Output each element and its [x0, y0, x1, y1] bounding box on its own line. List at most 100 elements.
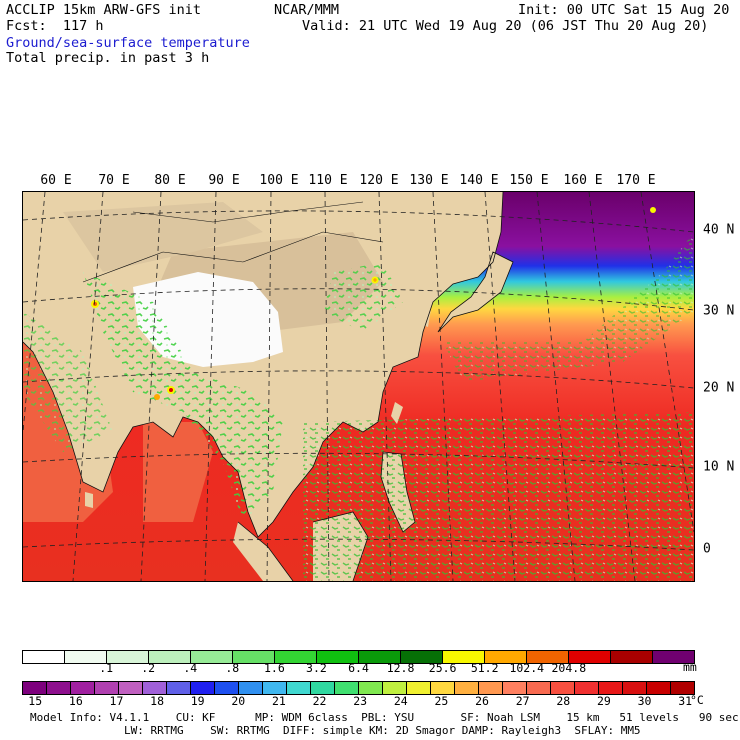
- lat-label: 10 N: [703, 459, 735, 475]
- colorbar-swatch: [671, 682, 694, 694]
- model-info-line2: LW: RRTMG SW: RRTMG DIFF: simple KM: 2D …: [124, 724, 641, 737]
- colorbar-label: 28: [556, 694, 571, 708]
- colorbar-label: .1: [99, 661, 114, 675]
- colorbar-swatch: [275, 651, 317, 663]
- colorbar-label: 51.2: [470, 661, 499, 675]
- colorbar-label: 26: [475, 694, 489, 708]
- lon-label: 60 E: [40, 173, 72, 188]
- colorbar-swatch: [263, 682, 287, 694]
- graticule: [23, 192, 694, 581]
- colorbar-label: 23: [353, 694, 368, 708]
- colorbar-swatch: [653, 651, 694, 663]
- forecast-map: [22, 191, 695, 582]
- colorbar-swatch: [65, 651, 107, 663]
- colorbar-swatch: [317, 651, 359, 663]
- colorbar-swatch: [443, 651, 485, 663]
- colorbar-label: 29: [596, 694, 611, 708]
- precip-band: [443, 232, 694, 382]
- colorbar-swatch: [575, 682, 599, 694]
- taiwan: [391, 402, 403, 424]
- colorbar-swatch: [191, 682, 215, 694]
- lon-label: 150 E: [509, 173, 549, 188]
- colorbar-swatch: [383, 682, 407, 694]
- colorbar-swatch: [527, 682, 551, 694]
- colorbar-swatch: [551, 682, 575, 694]
- colorbar-label: 31: [678, 694, 693, 708]
- lon-label: 110 E: [308, 173, 348, 188]
- lon-label: 80 E: [154, 173, 186, 188]
- colorbar-swatch: [107, 651, 149, 663]
- colorbar-swatch: [95, 682, 119, 694]
- colorbar-label: 1.6: [263, 661, 285, 675]
- precip-unit: mm: [683, 660, 697, 674]
- colorbar-swatch: [455, 682, 479, 694]
- model-info-line1: Model Info: V4.1.1 CU: KF MP: WDM 6class…: [30, 711, 739, 724]
- colorbar-label: 20: [231, 694, 246, 708]
- colorbar-label: 30: [637, 694, 652, 708]
- temperature-unit: °C: [690, 693, 704, 707]
- colorbar-label: .4: [183, 661, 198, 675]
- colorbar-swatch: [233, 651, 275, 663]
- lon-label: 70 E: [98, 173, 130, 188]
- lon-label: 130 E: [409, 173, 449, 188]
- colorbar-swatch: [599, 682, 623, 694]
- colorbar-swatch: [503, 682, 527, 694]
- colorbar-label: 12.8: [386, 661, 415, 675]
- colorbar-swatch: [569, 651, 611, 663]
- lon-label: 160 E: [563, 173, 603, 188]
- lat-label: 0: [703, 541, 711, 557]
- lon-label: 100 E: [259, 173, 299, 188]
- colorbar-swatch: [401, 651, 443, 663]
- colorbar-swatch: [623, 682, 647, 694]
- colorbar-swatch: [485, 651, 527, 663]
- colorbar-swatch: [359, 651, 401, 663]
- organization-label: NCAR/MMM: [274, 2, 340, 18]
- colorbar-swatch: [119, 682, 143, 694]
- colorbar-label: 16: [68, 694, 83, 708]
- init-time: Init: 00 UTC Sat 15 Aug 20: [518, 2, 730, 18]
- colorbar-label: 25: [434, 694, 449, 708]
- colorbar-swatch: [143, 682, 167, 694]
- colorbar-swatch: [239, 682, 263, 694]
- lon-label: 140 E: [459, 173, 499, 188]
- colorbar-swatch: [479, 682, 503, 694]
- colorbar-swatch: [167, 682, 191, 694]
- precip-colorbar: [22, 650, 695, 664]
- colorbar-label: 25.6: [428, 661, 457, 675]
- field-sst-label: Ground/sea-surface temperature: [6, 35, 250, 51]
- colorbar-swatch: [407, 682, 431, 694]
- colorbar-swatch: [23, 682, 47, 694]
- temperature-colorbar: [22, 681, 695, 695]
- japan: [438, 252, 513, 332]
- colorbar-swatch: [611, 651, 653, 663]
- run-title: ACCLIP 15km ARW-GFS init: [6, 2, 202, 18]
- forecast-hour: Fcst: 117 h: [6, 18, 104, 34]
- colorbar-swatch: [335, 682, 359, 694]
- colorbar-swatch: [287, 682, 311, 694]
- colorbar-label: 6.4: [348, 661, 369, 675]
- colorbar-swatch: [149, 651, 191, 663]
- colorbar-swatch: [311, 682, 335, 694]
- field-precip-label: Total precip. in past 3 h: [6, 50, 210, 66]
- colorbar-swatch: [191, 651, 233, 663]
- heavy-rain-cells: [91, 207, 656, 400]
- lon-label: 170 E: [616, 173, 656, 188]
- colorbar-swatch: [23, 651, 65, 663]
- lon-label: 120 E: [359, 173, 399, 188]
- colorbar-swatch: [47, 682, 71, 694]
- colorbar-label: 27: [515, 694, 530, 708]
- colorbar-label: 17: [109, 694, 124, 708]
- colorbar-label: 24: [393, 694, 408, 708]
- colorbar-swatch: [71, 682, 95, 694]
- colorbar-label: 15: [28, 694, 43, 708]
- colorbar-label: 22: [312, 694, 327, 708]
- colorbar-swatch: [359, 682, 383, 694]
- coastlines: [23, 192, 514, 581]
- lon-label: 90 E: [208, 173, 240, 188]
- colorbar-label: 3.2: [306, 661, 327, 675]
- colorbar-swatch: [527, 651, 569, 663]
- colorbar-label: 21: [272, 694, 286, 708]
- lat-label: 20 N: [703, 380, 735, 396]
- colorbar-label: .8: [225, 661, 240, 675]
- lat-label: 30 N: [703, 303, 735, 319]
